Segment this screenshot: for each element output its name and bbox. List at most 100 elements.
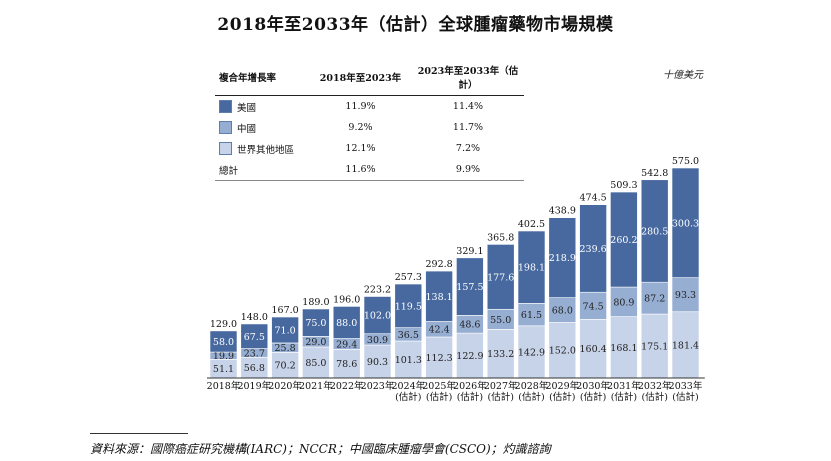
bar-segment	[271, 352, 299, 379]
bar-segment	[240, 323, 269, 349]
segment-label: 168.1	[610, 343, 637, 354]
x-tick-label: 2025年	[422, 380, 456, 392]
total-label: 223.2	[364, 284, 391, 295]
bar-segment	[610, 286, 638, 317]
segment-label: 239.6	[579, 244, 606, 255]
segment-label: 157.5	[456, 282, 483, 293]
segment-label: 80.9	[613, 297, 634, 308]
segment-label: 300.3	[672, 218, 699, 229]
total-label: 438.9	[549, 206, 576, 217]
segment-label: 101.3	[395, 355, 422, 366]
bar-segment	[394, 340, 423, 379]
x-tick-label: (估計)	[426, 391, 452, 403]
bar-segment	[209, 330, 238, 353]
x-tick-label: 2023年	[361, 380, 395, 392]
segment-label: 67.5	[244, 332, 265, 343]
bar-segment	[332, 306, 361, 339]
x-tick-label: 2031年	[607, 380, 641, 392]
cagr-value: 11.7%	[452, 122, 484, 133]
x-tick-label: 2027年	[484, 380, 518, 392]
bar-segment	[579, 319, 607, 379]
bar-segment	[517, 230, 546, 304]
segment-label: 23.7	[244, 348, 265, 359]
total-label: 365.8	[487, 232, 514, 243]
bar-segment	[548, 322, 577, 379]
total-label: 148.0	[241, 312, 268, 323]
segment-label: 61.5	[521, 310, 542, 321]
bar-segment	[456, 332, 484, 379]
segment-label: 29.4	[336, 339, 357, 350]
bar-segment	[579, 204, 607, 293]
segment-label: 36.5	[398, 330, 419, 341]
x-tick-label: (估計)	[395, 391, 421, 403]
cagr-value: 11.4%	[452, 101, 484, 112]
cagr-row-label: 美國	[237, 102, 257, 114]
segment-label: 71.0	[275, 325, 296, 336]
segment-label: 51.1	[213, 364, 234, 375]
segment-label: 78.6	[336, 359, 357, 370]
segment-label: 29.0	[305, 337, 326, 348]
bar-segment	[640, 313, 669, 379]
total-label: 167.0	[271, 305, 298, 316]
bar-segment	[363, 296, 392, 335]
total-label: 474.5	[579, 193, 606, 204]
unit-label: 十億美元	[663, 70, 703, 81]
segment-label: 87.2	[644, 294, 665, 305]
segment-label: 177.6	[487, 272, 514, 283]
segment-label: 175.1	[641, 342, 668, 353]
segment-label: 93.3	[675, 290, 696, 301]
cagr-value: 9.2%	[348, 122, 373, 133]
legend-swatch-china	[219, 121, 232, 134]
cagr-header-period1: 2018年至2023年	[309, 60, 408, 96]
bar-segment	[579, 291, 607, 320]
segment-label: 75.0	[305, 318, 326, 329]
x-tick-label: 2018年	[207, 380, 241, 392]
x-tick-label: (估計)	[641, 391, 667, 403]
segment-label: 142.9	[518, 347, 545, 358]
bar-segment	[271, 316, 299, 344]
bar-segment	[302, 308, 330, 337]
total-label: 196.0	[333, 294, 360, 305]
x-tick-label: (估計)	[672, 391, 698, 403]
total-label: 129.0	[210, 319, 237, 330]
bar-segment	[548, 297, 577, 323]
source-note: 資料來源：國際癌症研究機構(IARC)；NCCR；中國臨床腫瘤學會(CSCO)；…	[90, 442, 551, 456]
cagr-row-total: 總計 11.6% 9.9%	[215, 159, 524, 181]
chart-title: 2018年至2033年（估計）全球腫瘤藥物市場規模	[217, 15, 614, 35]
total-label: 575.0	[672, 156, 699, 167]
segment-label: 198.1	[518, 263, 545, 274]
segment-label: 133.2	[487, 349, 514, 360]
cagr-row-rest-of-world: 世界其他地區 12.1% 7.2%	[215, 138, 524, 159]
x-tick-label: (估計)	[518, 391, 544, 403]
cagr-value: 11.9%	[345, 101, 376, 112]
x-tick-label: 2032年	[638, 380, 672, 392]
cagr-value: 12.1%	[345, 143, 376, 154]
bar-segment	[486, 244, 515, 310]
segment-label: 90.3	[367, 357, 388, 368]
x-tick-label: 2028年	[515, 380, 549, 392]
segment-label: 30.9	[367, 335, 388, 346]
segment-label: 25.8	[275, 343, 296, 354]
x-tick-label: 2020年	[268, 380, 302, 392]
bar-segment	[640, 179, 669, 283]
x-tick-label: 2022年	[330, 380, 364, 392]
cagr-row-us: 美國 11.9% 11.4%	[215, 96, 524, 118]
x-tick-label: 2033年	[669, 380, 703, 392]
x-tick-label: 2021年	[299, 380, 333, 392]
bar-segment	[394, 283, 423, 328]
segment-label: 260.2	[610, 235, 637, 246]
x-tick-label: (估計)	[457, 391, 483, 403]
cagr-header-label: 複合年增長率	[215, 60, 309, 96]
bar-segment	[671, 277, 700, 313]
segment-label: 181.4	[672, 340, 699, 351]
segment-label: 122.9	[456, 351, 483, 362]
total-label: 509.3	[610, 180, 637, 191]
segment-label: 152.0	[549, 346, 576, 357]
bar-segment	[332, 348, 361, 379]
segment-label: 19.9	[213, 351, 234, 362]
total-label: 189.0	[302, 297, 329, 308]
cagr-row-label: 總計	[215, 159, 309, 181]
segment-label: 119.5	[395, 301, 422, 312]
bar-segment	[456, 257, 484, 316]
